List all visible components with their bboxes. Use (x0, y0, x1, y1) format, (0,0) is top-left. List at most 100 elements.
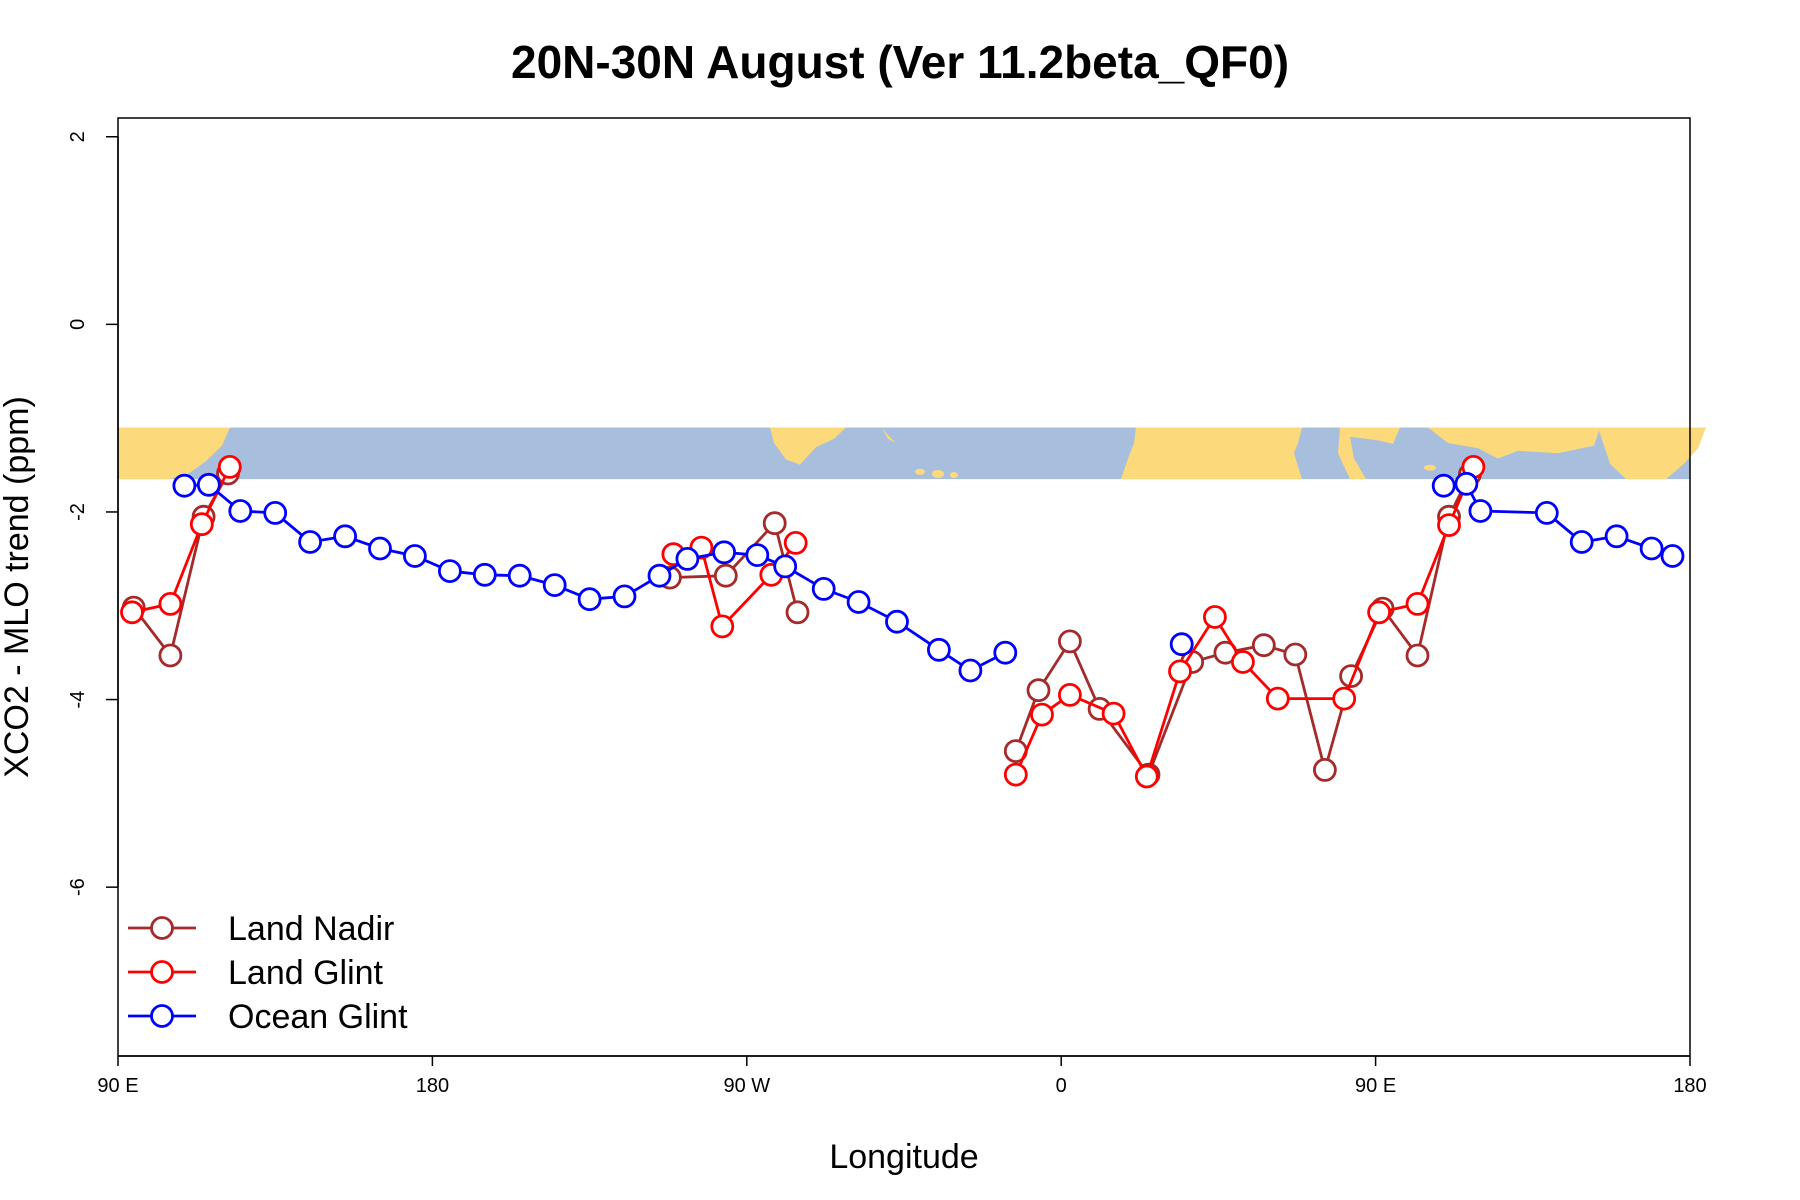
data-point (1203, 605, 1227, 629)
series-line (1014, 473, 1472, 778)
data-point (785, 600, 810, 625)
x-tick-label: 180 (1673, 1075, 1706, 1097)
map-island (950, 472, 958, 479)
legend-marker (150, 916, 174, 940)
map-land (1121, 427, 1302, 480)
data-point (1534, 501, 1559, 525)
x-tick-label: 90 E (97, 1075, 138, 1097)
y-tick-label: 0 (67, 319, 89, 330)
data-point (811, 577, 836, 601)
map-land (1338, 427, 1400, 480)
y-tick-label: -2 (67, 503, 89, 521)
map-land (1428, 427, 1600, 459)
data-point (542, 573, 567, 597)
data-point (1660, 544, 1685, 568)
data-point (158, 592, 183, 616)
data-point (1313, 758, 1337, 782)
series-line (1014, 466, 1475, 781)
data-point (713, 563, 738, 588)
legend-label: Land Glint (228, 954, 384, 992)
data-point (189, 512, 214, 537)
map-island (1424, 464, 1436, 471)
data-point (402, 544, 427, 568)
chart-title: 20N-30N August (Ver 11.2beta_QF0) (511, 36, 1289, 88)
data-point (172, 473, 197, 498)
data-point (196, 472, 221, 497)
x-tick-label: 180 (416, 1075, 449, 1097)
data-point (1405, 592, 1430, 616)
data-point (217, 454, 242, 479)
series-ocean-glint (172, 471, 1685, 683)
data-point (1367, 600, 1391, 625)
data-point (1604, 524, 1629, 549)
data-point (228, 499, 253, 523)
data-point (1134, 764, 1159, 789)
data-point (1030, 702, 1054, 727)
data-point (1058, 683, 1082, 707)
data-point (885, 609, 909, 634)
legend-label: Land Nadir (228, 910, 394, 948)
y-tick-label: -4 (67, 691, 89, 709)
y-tick-label: -6 (67, 878, 89, 896)
data-point (712, 540, 736, 565)
x-tick-label: 90 W (723, 1075, 770, 1097)
data-point (507, 563, 532, 588)
data-point (472, 562, 497, 587)
data-point (158, 643, 183, 668)
data-point (846, 590, 871, 614)
data-point (333, 524, 358, 549)
series-land-glint (120, 454, 1486, 789)
map-land (1598, 427, 1706, 480)
x-axis: 90 E 180 90 W 0 90 E 180 (97, 1055, 1707, 1097)
data-point (1168, 659, 1192, 684)
data-point (1251, 633, 1276, 658)
data-point (993, 640, 1018, 665)
data-point (1283, 642, 1308, 667)
legend-marker (150, 960, 174, 984)
x-tick-label: 0 (1056, 1075, 1067, 1097)
data-point (783, 531, 808, 555)
y-axis: 2 0 -2 -4 -6 (67, 131, 119, 896)
series-line (184, 483, 1006, 673)
map-island (932, 469, 944, 478)
map-land (118, 427, 230, 480)
legend-label: Ocean Glint (228, 998, 408, 1036)
data-point (773, 554, 798, 579)
data-point (577, 587, 602, 612)
legend-marker (150, 1004, 174, 1028)
data-point (927, 637, 951, 662)
data-point (612, 584, 637, 609)
data-point (647, 563, 672, 588)
data-point (120, 600, 144, 625)
data-point (1437, 513, 1461, 537)
data-point (1003, 762, 1028, 787)
data-point (298, 530, 323, 554)
y-axis-label: XCO2 - MLO trend (ppm) (0, 396, 36, 778)
data-point (1026, 678, 1051, 703)
map-island (915, 468, 925, 475)
data-point (1639, 536, 1664, 561)
data-point (437, 559, 462, 583)
data-point (1569, 530, 1594, 554)
data-point (1332, 686, 1357, 711)
data-point (675, 547, 700, 571)
x-axis-label: Longitude (829, 1138, 978, 1176)
data-point (710, 614, 735, 639)
data-point (1468, 499, 1493, 523)
x-tick-label: 90 E (1355, 1075, 1396, 1097)
series-line (131, 466, 232, 614)
data-point (762, 511, 787, 536)
data-point (1454, 471, 1479, 496)
data-point (958, 658, 983, 683)
map-band (118, 427, 1706, 480)
series-layer (120, 454, 1685, 789)
data-point (1058, 629, 1082, 654)
data-point (368, 536, 392, 561)
data-point (1431, 473, 1456, 498)
data-point (1169, 632, 1194, 657)
data-point (1265, 686, 1290, 711)
data-point (1101, 701, 1126, 726)
legend: Land Nadir Land Glint Ocean Glint (128, 910, 408, 1036)
series-land-nadir (121, 461, 1482, 787)
